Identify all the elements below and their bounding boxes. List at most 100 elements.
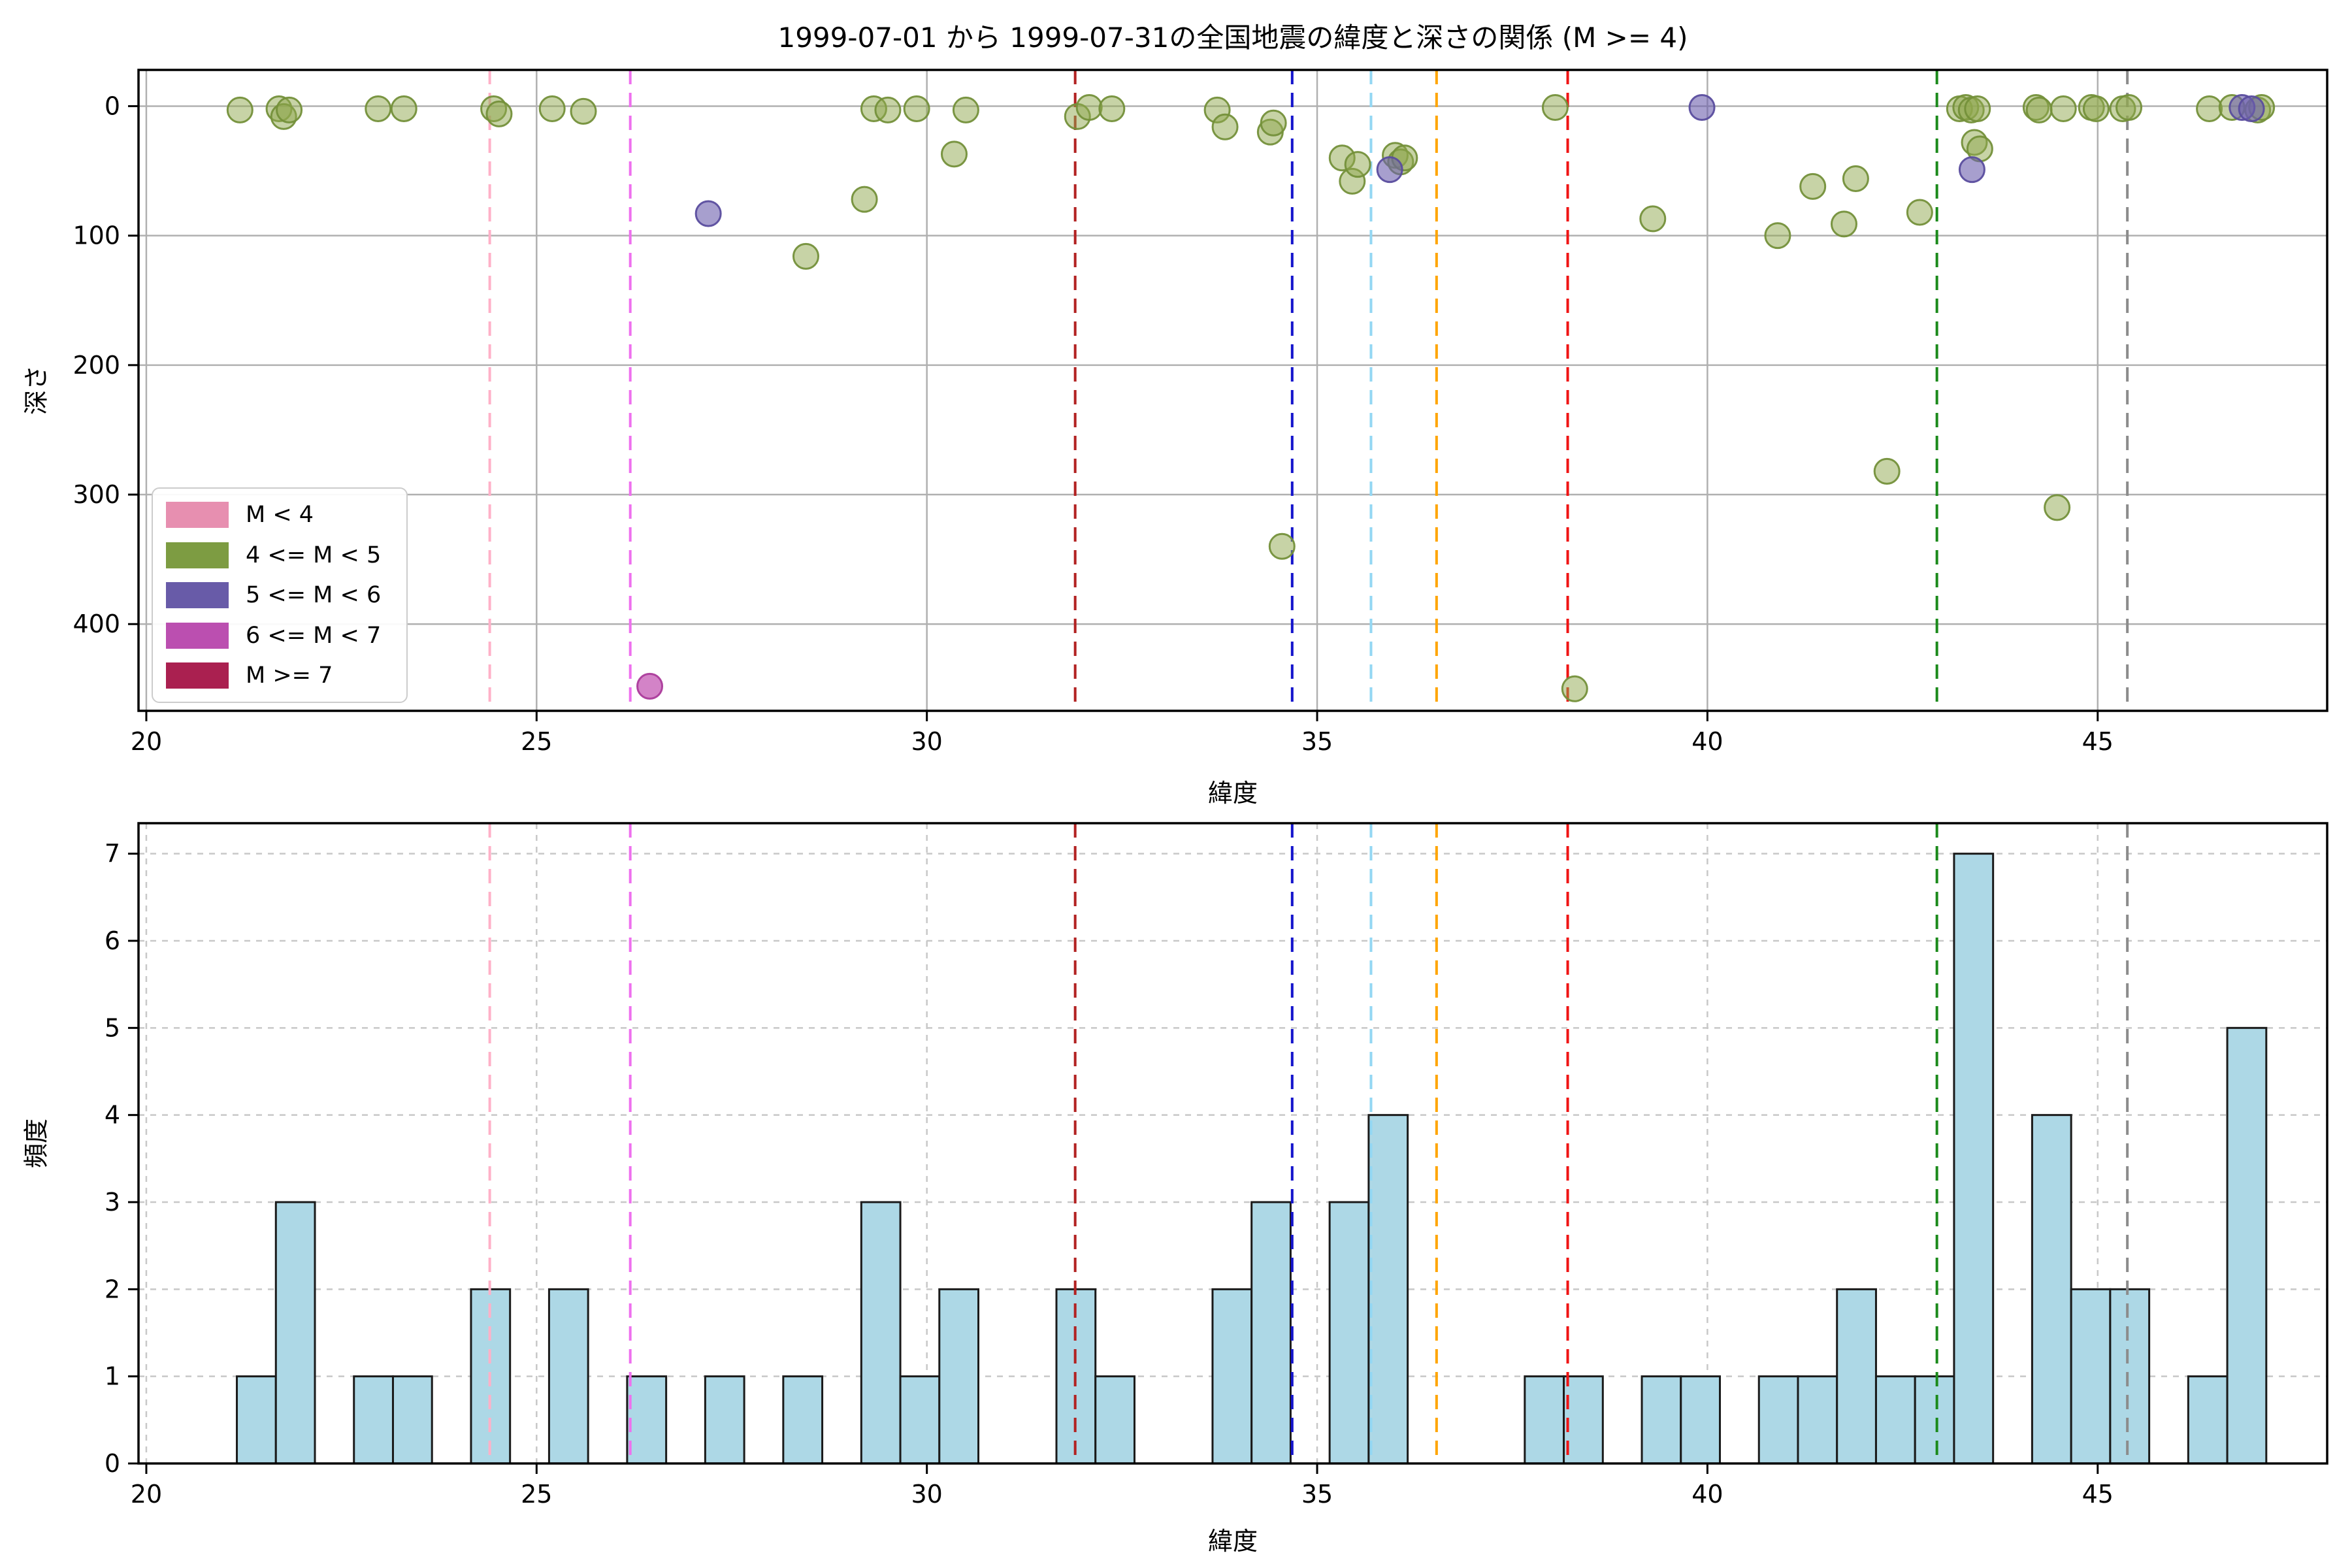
earthquake-point xyxy=(538,95,566,122)
earthquake-point xyxy=(1376,156,1403,184)
earthquake-point xyxy=(874,96,902,123)
earthquake-point xyxy=(390,95,417,122)
legend-label: 4 <= M < 5 xyxy=(246,542,382,568)
bottom-y-tick-label: 4 xyxy=(105,1101,120,1130)
legend-row: 5 <= M < 6 xyxy=(166,581,393,610)
earthquake-point xyxy=(1873,457,1901,485)
earthquake-point xyxy=(1211,113,1239,140)
legend-row: M >= 7 xyxy=(166,661,393,690)
histogram-bar xyxy=(274,1201,316,1465)
histogram-bar xyxy=(1563,1375,1604,1465)
histogram-bar xyxy=(547,1288,589,1465)
earthquake-point xyxy=(2050,95,2077,122)
histogram-bar xyxy=(1797,1375,1838,1465)
top-x-tick-label: 35 xyxy=(1301,727,1333,756)
earthquake-point xyxy=(1830,210,1857,238)
top-yaxis-label: 深さ xyxy=(22,365,51,416)
scatter-plot xyxy=(137,69,2328,712)
earthquake-point xyxy=(485,100,513,127)
histogram-bar xyxy=(704,1375,745,1465)
top-x-tick-label: 20 xyxy=(131,727,162,756)
histogram-bar xyxy=(782,1375,824,1465)
earthquake-point xyxy=(1639,205,1667,233)
earthquake-point xyxy=(1906,199,1933,226)
top-y-tick-label: 200 xyxy=(73,351,120,380)
legend-row: M < 4 xyxy=(166,500,393,529)
bottom-x-tick-label: 20 xyxy=(131,1480,162,1509)
top-x-tick-label: 45 xyxy=(2082,727,2114,756)
histogram-bar xyxy=(1680,1375,1722,1465)
earthquake-point xyxy=(2044,494,2071,521)
histogram-bar xyxy=(2070,1288,2112,1465)
histogram-bar xyxy=(236,1375,277,1465)
bottom-x-tick-label: 30 xyxy=(911,1480,942,1509)
axes-frame xyxy=(137,822,2328,1465)
bottom-x-tick-label: 40 xyxy=(1691,1480,1723,1509)
earthquake-point xyxy=(1688,93,1716,121)
histogram-bar xyxy=(899,1375,941,1465)
histogram-bar xyxy=(1836,1288,1877,1465)
earthquake-point xyxy=(1964,95,1991,122)
histogram-bar xyxy=(2187,1375,2229,1465)
earthquake-point xyxy=(903,95,930,122)
histogram-bar xyxy=(2031,1114,2072,1465)
histogram-bar xyxy=(1367,1114,1409,1465)
earthquake-point xyxy=(570,97,597,125)
earthquake-point xyxy=(2082,95,2110,122)
bottom-y-tick-label: 0 xyxy=(105,1449,120,1478)
earthquake-point xyxy=(226,96,253,123)
legend-swatch-icon xyxy=(166,622,229,649)
legend-swatch-icon xyxy=(166,542,229,568)
earthquake-point xyxy=(1799,172,1827,200)
legend-row: 4 <= M < 5 xyxy=(166,541,393,570)
earthquake-point xyxy=(1260,109,1287,137)
histogram-bar xyxy=(1250,1201,1292,1465)
histogram-bar xyxy=(1524,1375,1565,1465)
histogram-bar xyxy=(1641,1375,1682,1465)
bottom-x-tick-label: 35 xyxy=(1301,1480,1333,1509)
earthquake-point xyxy=(1098,95,1126,122)
earthquake-point xyxy=(2025,96,2053,123)
earthquake-point xyxy=(2238,95,2265,122)
earthquake-point xyxy=(276,96,303,123)
histogram-bar xyxy=(626,1375,668,1465)
earthquake-point xyxy=(1561,675,1588,702)
earthquake-point xyxy=(636,672,664,700)
top-y-tick-label: 400 xyxy=(73,610,120,638)
earthquake-point xyxy=(940,140,968,168)
earthquake-point xyxy=(2115,93,2143,121)
earthquake-point xyxy=(694,200,722,227)
magnitude-legend: M < 4 4 <= M < 5 5 <= M < 6 6 <= M < 7 M >= … xyxy=(152,487,408,703)
histogram-bar xyxy=(938,1288,980,1465)
top-xaxis-label: 緯度 xyxy=(1207,779,1258,808)
earthquake-point xyxy=(1541,93,1569,121)
legend-swatch-icon xyxy=(166,662,229,689)
histogram-bar xyxy=(1874,1375,1916,1465)
top-x-tick-label: 30 xyxy=(911,727,942,756)
earthquake-point xyxy=(1344,151,1371,178)
legend-swatch-icon xyxy=(166,582,229,608)
earthquake-point xyxy=(1958,156,1985,184)
histogram-bar xyxy=(1094,1375,1135,1465)
earthquake-point xyxy=(1764,222,1791,250)
bottom-y-tick-label: 5 xyxy=(105,1013,120,1042)
bottom-yaxis-label: 頻度 xyxy=(22,1118,51,1169)
legend-label: 6 <= M < 7 xyxy=(246,622,382,649)
histogram-bar xyxy=(1953,853,1995,1465)
histogram-bar xyxy=(2226,1026,2268,1465)
top-y-tick-label: 100 xyxy=(73,221,120,250)
bottom-y-tick-label: 3 xyxy=(105,1188,120,1217)
earthquake-point xyxy=(1268,532,1296,560)
histogram-plot xyxy=(137,822,2328,1465)
histogram-bar xyxy=(860,1201,902,1465)
histogram-bar xyxy=(1211,1288,1253,1465)
histogram-bar xyxy=(391,1375,433,1465)
legend-label: M >= 7 xyxy=(246,662,333,689)
legend-swatch-icon xyxy=(166,502,229,528)
legend-label: M < 4 xyxy=(246,502,314,528)
bottom-y-tick-label: 2 xyxy=(105,1275,120,1303)
histogram-bar xyxy=(1328,1201,1370,1465)
histogram-bar xyxy=(353,1375,394,1465)
bottom-xaxis-label: 緯度 xyxy=(1207,1527,1258,1556)
